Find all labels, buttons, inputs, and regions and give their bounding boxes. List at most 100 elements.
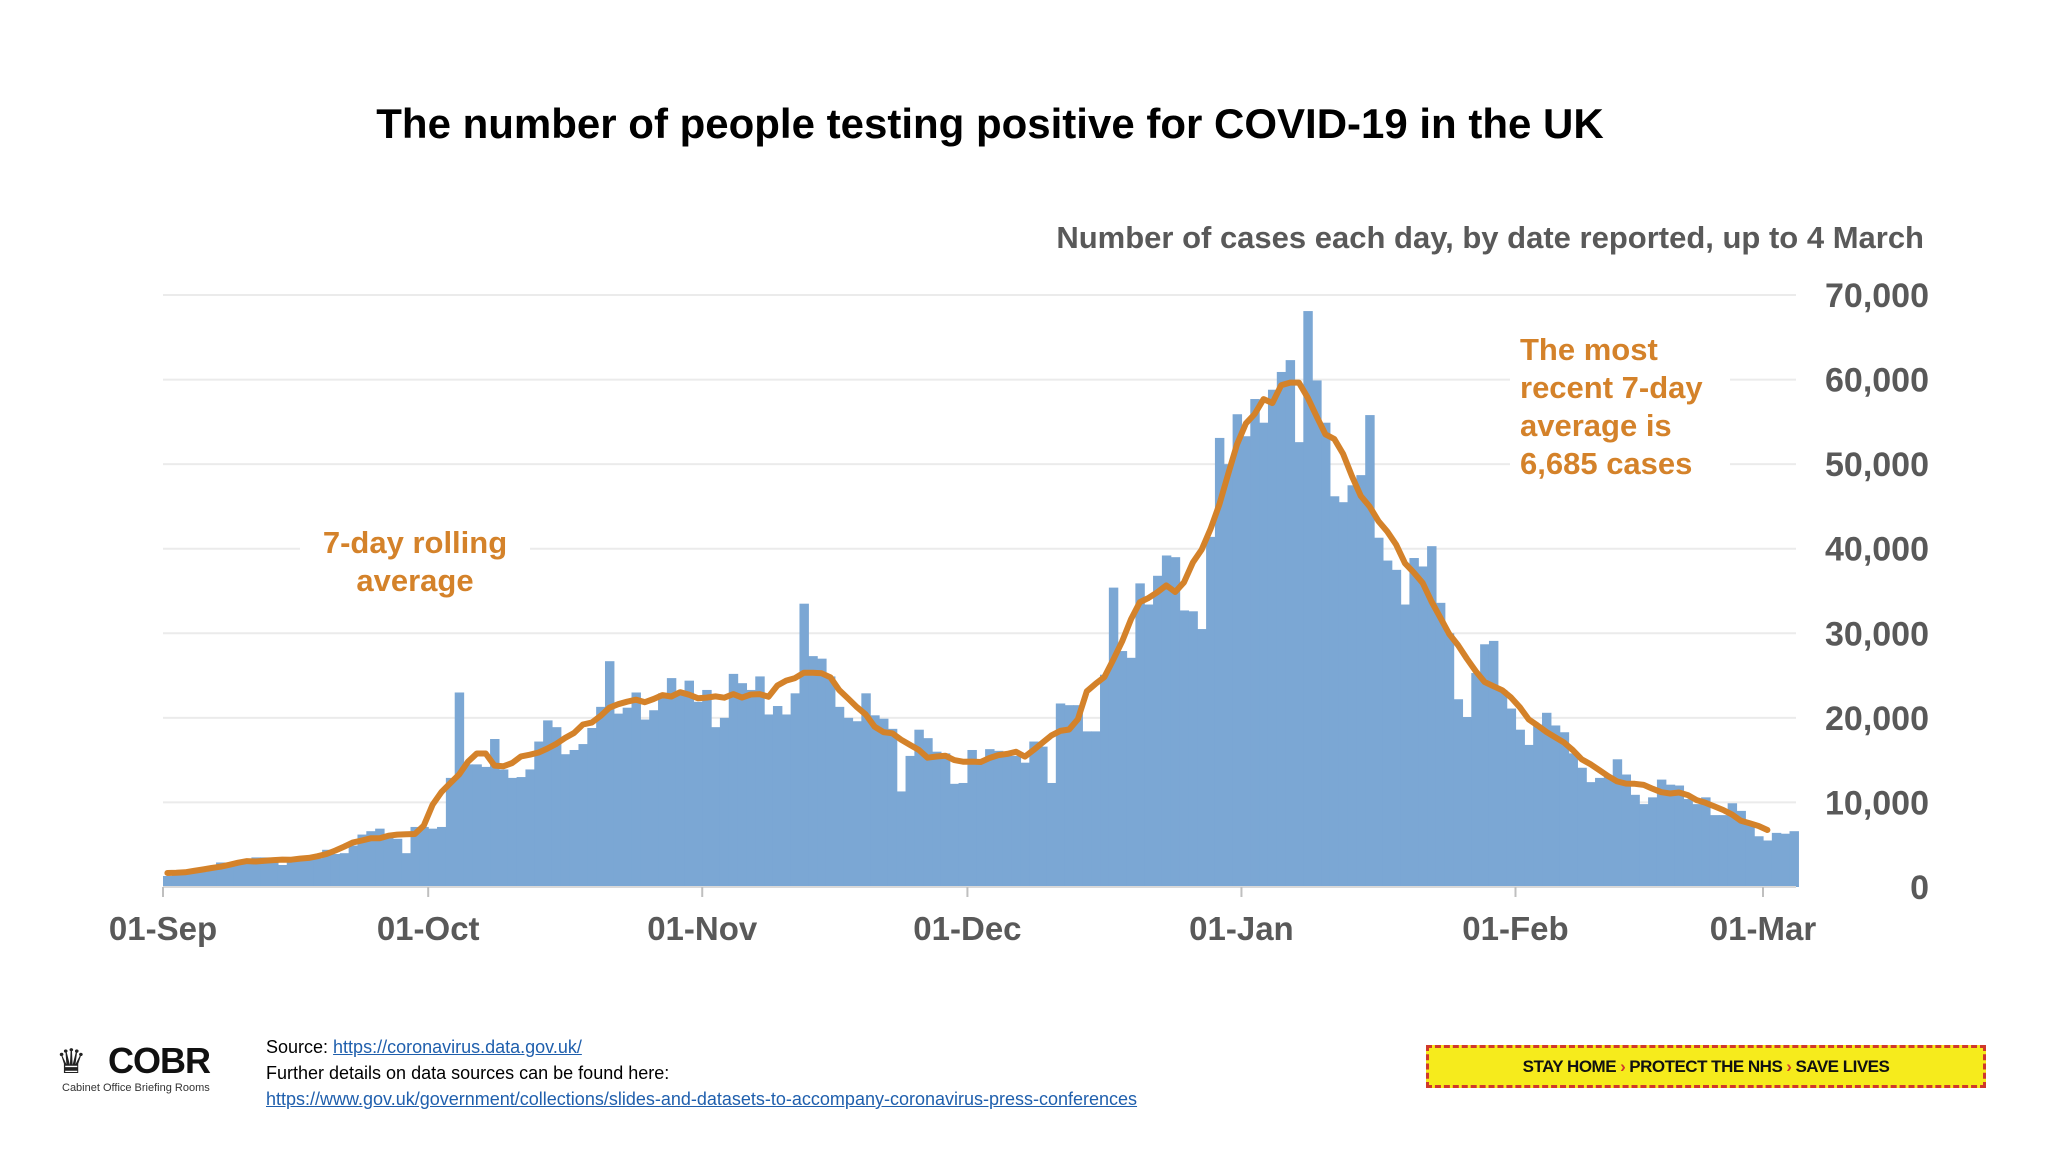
bar (1029, 741, 1039, 887)
bar (1347, 485, 1357, 887)
bar (702, 689, 712, 887)
bar (923, 738, 933, 887)
cobr-logo: ♛ COBR Cabinet Office Briefing Rooms (56, 1038, 226, 1098)
bar (1586, 782, 1596, 887)
bar (1427, 546, 1437, 887)
source-link[interactable]: https://coronavirus.data.gov.uk/ (333, 1037, 582, 1057)
bar (251, 857, 261, 887)
bar (1718, 815, 1729, 887)
bar (1338, 502, 1349, 887)
x-tick-label: 01-Oct (377, 910, 480, 947)
bar (834, 706, 845, 887)
bar (543, 720, 553, 887)
annotation-line: 6,685 cases (1520, 446, 1693, 481)
bar (1073, 705, 1083, 887)
bar (330, 854, 341, 887)
bar (1294, 442, 1304, 887)
bar (1020, 762, 1030, 887)
bar (949, 783, 960, 887)
bar (887, 728, 898, 887)
bar (1144, 604, 1154, 887)
bar (578, 744, 588, 887)
bar (269, 859, 279, 887)
bar (613, 713, 624, 887)
bar (1011, 755, 1022, 887)
bar (684, 680, 694, 887)
bar (1745, 824, 1755, 887)
bar (1648, 797, 1658, 887)
bar (1241, 436, 1251, 887)
bar (1002, 755, 1013, 887)
bar (870, 715, 880, 887)
annotation-line: average (356, 563, 474, 598)
bar (401, 853, 412, 887)
bar (366, 831, 376, 887)
x-tick-label: 01-Dec (913, 910, 1021, 947)
chevron-right-icon: › (1786, 1056, 1792, 1076)
bar (640, 719, 650, 887)
bar (260, 857, 270, 887)
bar (1639, 804, 1649, 887)
bar (1206, 536, 1216, 887)
bar (596, 706, 606, 887)
chart-title: The number of people testing positive fo… (376, 100, 1604, 147)
y-tick-label: 30,000 (1825, 615, 1929, 653)
bar (772, 706, 783, 887)
bar (348, 845, 359, 887)
bar (1055, 703, 1066, 887)
bar (1232, 414, 1243, 887)
bar (799, 603, 809, 887)
x-tick-label: 01-Mar (1710, 910, 1817, 947)
bar (180, 870, 191, 887)
bar (1100, 674, 1110, 887)
bar (534, 741, 544, 887)
bar (437, 826, 447, 887)
bar (1480, 644, 1490, 887)
bar (481, 766, 491, 887)
details-link[interactable]: https://www.gov.uk/government/collection… (266, 1089, 1138, 1109)
x-tick-label: 01-Nov (647, 910, 758, 947)
bar (1533, 724, 1543, 887)
bar (569, 749, 580, 887)
bar (1418, 566, 1428, 887)
bar (1161, 555, 1172, 887)
bar (896, 791, 907, 887)
bar (304, 858, 314, 887)
bar (790, 693, 801, 887)
y-tick-label: 60,000 (1825, 362, 1929, 400)
bar (666, 678, 677, 887)
bar (1250, 399, 1260, 887)
chart-subtitle: Number of cases each day, by date report… (1056, 220, 1924, 255)
y-tick-label: 50,000 (1825, 446, 1929, 484)
bar (1771, 832, 1782, 887)
bar (357, 834, 367, 887)
bar (631, 692, 641, 887)
bar (905, 755, 915, 887)
bar (967, 749, 977, 887)
bar (622, 707, 633, 887)
bar (498, 769, 509, 887)
bar (224, 865, 235, 887)
bar (1621, 774, 1632, 887)
bar (1188, 611, 1198, 887)
source-label: Source: (266, 1037, 334, 1057)
bar (339, 853, 350, 887)
bar (277, 865, 288, 887)
bar (1497, 689, 1508, 887)
bar (295, 859, 306, 887)
bar (728, 673, 739, 887)
bar (1303, 311, 1313, 887)
x-tick-label: 01-Feb (1462, 910, 1568, 947)
bar (322, 849, 332, 887)
bar (1374, 537, 1384, 887)
bar (1709, 815, 1720, 887)
stay-home-banner: STAY HOME › PROTECT THE NHS › SAVE LIVES (1426, 1045, 1986, 1088)
bar (428, 828, 438, 887)
bar (1692, 804, 1702, 887)
bar (1665, 784, 1676, 887)
bar (1471, 673, 1481, 887)
chevron-right-icon: › (1620, 1056, 1626, 1076)
bar (383, 836, 394, 887)
bar (1091, 731, 1101, 887)
bar (1276, 371, 1287, 888)
